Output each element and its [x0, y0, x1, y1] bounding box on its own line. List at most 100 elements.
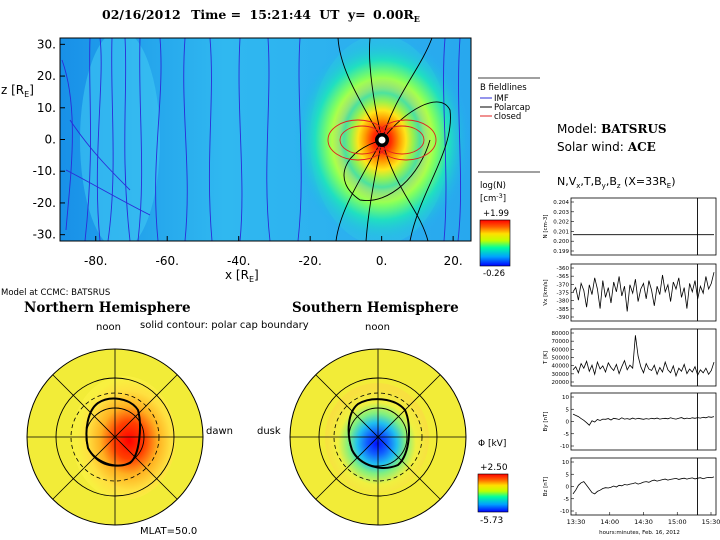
panel-ytick-label: -5: [564, 432, 570, 438]
x-axis-label: x [RE]: [225, 268, 259, 284]
south-title: Southern Hemisphere: [292, 300, 459, 316]
polarcap-subtitle: solid contour: polar cap boundary: [140, 320, 309, 331]
panel-series-line: [572, 476, 715, 495]
mlat-label: MLAT=50.0: [140, 526, 197, 537]
panel-ytick-label: 0: [566, 420, 570, 426]
panel-ytick-label: -370: [557, 282, 570, 288]
colorbar-gradient: [479, 219, 511, 267]
panel-xtick-label: 14:00: [600, 518, 619, 526]
panel-ytick-label: 0.201: [553, 229, 569, 235]
timeseries-panel-bz: 10 5 0 -5 -10 Bz [nT] 13:30 14:00 14:30 15:00 15:3…: [543, 457, 720, 536]
panel-ylabel: Bz [nT]: [543, 477, 549, 497]
dusk-label: dusk: [257, 426, 281, 437]
panel-series-line: [572, 272, 715, 312]
y-tick-label: -10.: [33, 164, 56, 178]
panel-ytick-label: -360: [557, 266, 570, 272]
legend-imf: IMF: [494, 94, 509, 104]
x-tick-label: -80.: [84, 254, 107, 268]
model-label: Model: BATSRUS: [557, 122, 667, 136]
legend-polarcap: Polarcap: [494, 103, 530, 113]
timeseries-panel-n: 0.204 0.203 0.202 0.201 0.200 0.199 N [cm-3]: [543, 197, 717, 256]
panel-frame: [570, 328, 717, 387]
north-noon-label: noon: [96, 322, 121, 333]
north-potential: [72, 376, 176, 500]
panel-ytick-label: -390: [557, 315, 570, 321]
phi-min: -5.73: [480, 516, 503, 526]
panel-ytick-label: 0.203: [553, 210, 569, 216]
y-tick-label: 20.: [37, 69, 56, 83]
panel-ylabel: Vx [km/s]: [543, 279, 549, 305]
phi-max: +2.50: [480, 463, 508, 473]
fieldline-legend: B fieldlines IMF Polarcap closed: [478, 77, 540, 173]
timeseries-panels: 0.204 0.203 0.202 0.201 0.200 0.199 N [cm-3] -3…: [543, 197, 720, 536]
svg-text:02/16/2012 Time =: 02/16/2012 Time = 15:21:44 UT y= 0.00RE: [102, 7, 420, 24]
y-tick-label: -30.: [33, 228, 56, 242]
panel-xtick-label: 15:00: [668, 518, 687, 526]
colorbar-max: +1.99: [483, 209, 509, 219]
x-tick-label: 20.: [444, 254, 463, 268]
imf-fieldlines: [61, 38, 462, 241]
y-tick-label: 30.: [37, 37, 56, 51]
header-y-sub: E: [414, 14, 420, 24]
south-polarcap-boundary: [347, 398, 411, 469]
panel-ytick-label: 50000: [552, 356, 570, 362]
phi-gradient: [477, 473, 509, 513]
colorbar-unit: [cm-3]: [480, 192, 506, 204]
panel-ytick-label: 40000: [552, 364, 570, 370]
panel-ytick-label: 20000: [552, 380, 570, 386]
potential-colorbar: Φ [kV] +2.50 -5.73: [477, 439, 509, 526]
model-info: Model: BATSRUS Solar wind: ACE N,Vx,T,By,B…: [557, 122, 675, 190]
panel-ytick-label: 60000: [552, 347, 570, 353]
y-tick-label: -20.: [33, 196, 56, 210]
y-axis-ticks: 30. 20. 10. 0. -10. -20. -30.: [33, 37, 65, 242]
panel-ytick-label: 10: [562, 460, 569, 466]
panel-xtick-label: 14:30: [634, 518, 653, 526]
header-time: 15:21:44: [250, 7, 312, 22]
header-date: 02/16/2012: [102, 7, 181, 22]
panel-ytick-label: 0: [566, 485, 570, 491]
timeseries-panel-vx: -360 -365 -370 -375 -380 -385 -390 Vx [km/s]: [543, 263, 717, 322]
panel-ytick-label: -365: [557, 274, 570, 280]
x-tick-label: -60.: [156, 254, 179, 268]
x-tick-label: -40.: [227, 254, 250, 268]
y-axis-label: z [RE]: [1, 83, 34, 99]
earth-icon: [378, 136, 386, 144]
panel-ytick-label: 0.200: [553, 239, 569, 245]
dawn-label: dawn: [206, 426, 233, 437]
colorbar-label: log(N): [480, 181, 506, 191]
density-plot: -80. -60. -40. -20. 0. 20. 30. 20. 10. 0. -10. -20…: [1, 37, 472, 284]
panel-ytick-label: -380: [557, 299, 570, 305]
panel-frame: [570, 197, 717, 256]
params-title: N,Vx,T,By,Bz (X=33RE): [557, 175, 675, 190]
panel-frame: [570, 457, 717, 516]
panel-ytick-label: 5: [566, 407, 570, 413]
y-tick-label: 0.: [45, 133, 56, 147]
header-ut: UT: [319, 7, 340, 22]
header-y-value: 0.00R: [373, 7, 414, 22]
header-time-label: Time =: [191, 7, 241, 22]
panel-ylabel: N [cm-3]: [543, 214, 549, 238]
y-tick-label: 10.: [37, 101, 56, 115]
x-tick-label: -20.: [298, 254, 321, 268]
legend-title: B fieldlines: [480, 83, 527, 93]
panel-ytick-label: -385: [557, 307, 570, 313]
x-tick-label: 0.: [376, 254, 387, 268]
panel-ylabel: T [K]: [543, 351, 549, 365]
timeseries-panel-t: 80000 70000 60000 50000 40000 30000 20000 T [K]: [543, 328, 717, 387]
header-y-label: y=: [347, 7, 366, 22]
ccmc-model-note: Model at CCMC: BATSRUS: [1, 288, 110, 298]
density-colorbar: log(N) [cm-3] +1.99 -0.26: [479, 181, 511, 279]
panel-xtick-label: 15:30: [702, 518, 720, 526]
legend-closed: closed: [494, 112, 521, 122]
panel-series-line: [572, 413, 715, 426]
panel-ytick-label: -10: [560, 444, 569, 450]
panel-xtick-label: 13:30: [567, 518, 586, 526]
phi-label: Φ [kV]: [478, 439, 506, 449]
panel-ytick-label: 80000: [552, 331, 570, 337]
south-noon-label: noon: [365, 322, 390, 333]
panel-ytick-label: 0.202: [553, 220, 569, 226]
panel-ylabel: By [nT]: [543, 412, 549, 432]
colorbar-min: -0.26: [483, 269, 505, 279]
